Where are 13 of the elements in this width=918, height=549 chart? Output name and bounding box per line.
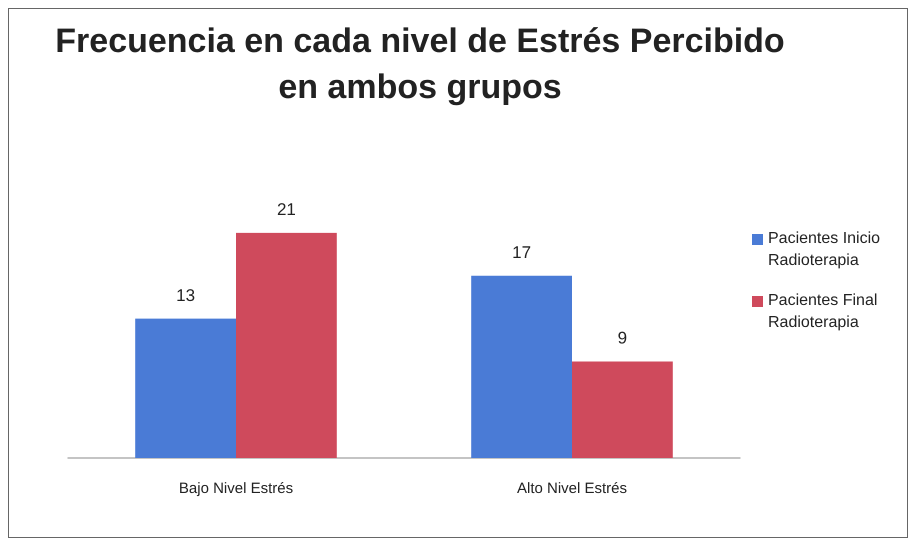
bar <box>572 362 673 458</box>
bar <box>236 232 337 458</box>
x-tick-label: Bajo Nivel Estrés <box>178 480 294 498</box>
x-tick-label: Alto Nivel Estrés <box>516 480 628 498</box>
data-label: 13 <box>176 286 196 305</box>
legend-label: Pacientes Final Radioterapia <box>768 291 878 333</box>
data-label: 17 <box>512 242 532 262</box>
data-label: 9 <box>618 328 628 348</box>
data-label: 21 <box>276 200 296 220</box>
bar <box>135 318 236 458</box>
chart-title: Frecuencia en cada nivel de Estrés Percibido en ambos grupos <box>54 21 786 108</box>
legend-label: Pacientes Inicio Radioterapia <box>768 229 882 271</box>
bar <box>471 276 572 458</box>
